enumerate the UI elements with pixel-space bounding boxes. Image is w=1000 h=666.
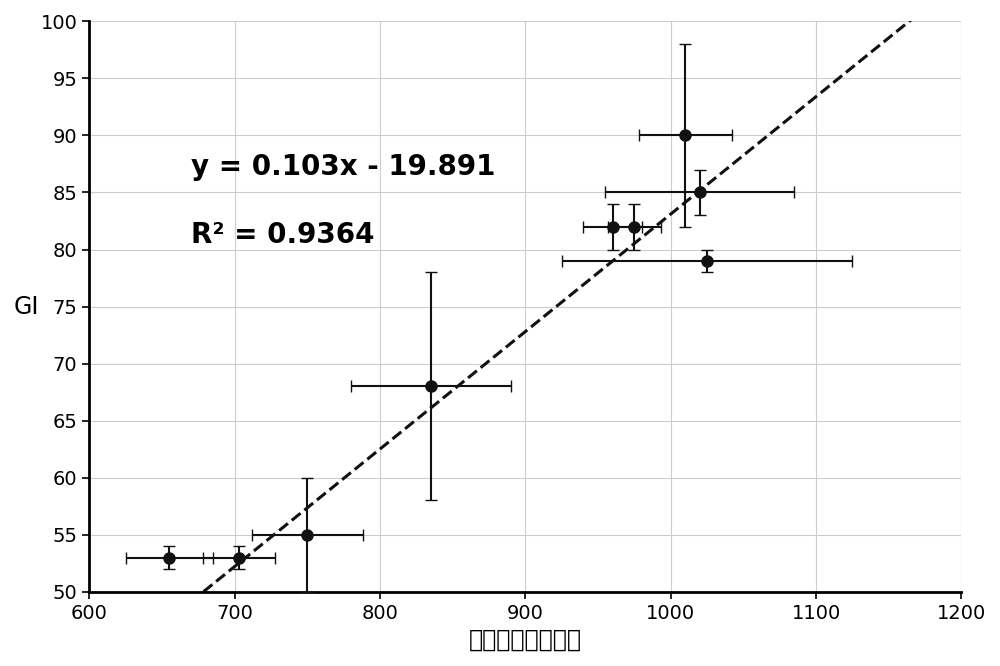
Text: R² = 0.9364: R² = 0.9364	[191, 221, 374, 249]
Text: y = 0.103x - 19.891: y = 0.103x - 19.891	[191, 153, 495, 180]
X-axis label: 体外测试消化参数: 体外测试消化参数	[469, 628, 582, 652]
Y-axis label: GI: GI	[14, 294, 39, 318]
